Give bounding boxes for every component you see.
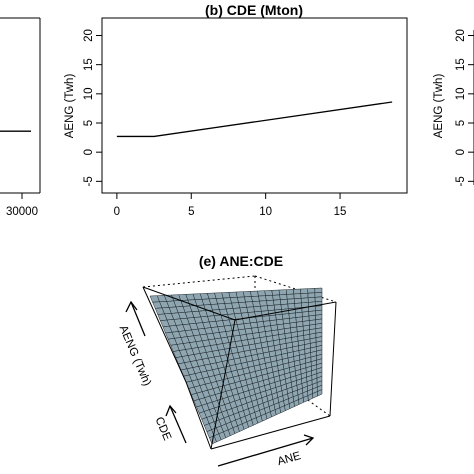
panel-b-y-tick-label: 0	[83, 149, 95, 155]
surface-facet	[293, 288, 302, 295]
right-panel-y-label: AENG (Twh)	[433, 74, 445, 139]
surface-facet	[260, 305, 269, 312]
surface-facet	[249, 290, 259, 297]
cde-axis-arrow	[169, 405, 187, 444]
surface-facet	[257, 290, 266, 297]
surface-facet	[259, 300, 268, 307]
panel-e-ane-label: ANE	[276, 450, 302, 468]
panel-b-frame	[101, 17, 408, 194]
surface-facet	[253, 305, 262, 313]
panel-b-title: (b) CDE (Mton)	[205, 2, 303, 18]
panel-e: (e) ANE:CDE AENG (Tw	[117, 253, 337, 468]
right-panel-y-tick-label: -5	[455, 176, 467, 186]
surface-facet	[258, 295, 267, 302]
surface-facet	[266, 299, 275, 306]
panel-b-y-tick-label: 20	[83, 29, 95, 42]
surface-facet	[280, 298, 289, 305]
z-axis-arrowhead	[125, 300, 138, 313]
surface-facet	[251, 295, 260, 302]
surface-facet	[273, 299, 282, 306]
surface-facet	[278, 289, 287, 296]
surface-facet	[244, 296, 253, 303]
left-panel: 30000	[0, 17, 41, 218]
panel-e-box-edges	[142, 286, 337, 450]
surface-facet	[280, 303, 289, 310]
right-panel-y-tick-label: 15	[455, 58, 467, 71]
panel-b-x-tick-label: 0	[114, 206, 120, 218]
surface-facet	[307, 297, 316, 303]
panel-e-cde-label: CDE	[152, 415, 173, 442]
right-panel: AENG (Twh) -5 0 5 10 15 20	[433, 29, 474, 186]
ane-axis-arrow	[217, 437, 314, 467]
surface-facet	[293, 293, 302, 300]
panel-b-x-tick-label: 15	[334, 206, 347, 218]
right-panel-y-tick-label: 10	[455, 87, 467, 100]
surface-facet	[264, 290, 273, 296]
surface-facet	[307, 288, 316, 294]
surface-facet	[286, 298, 295, 305]
panel-e-axis-arrows	[125, 300, 315, 467]
surface-facet	[293, 298, 302, 304]
surface-facet	[265, 295, 274, 301]
surface-facet	[273, 304, 282, 311]
panel-b-y-label: AENG (Twh)	[64, 74, 76, 139]
left-panel-x-tick: 30000	[6, 206, 38, 218]
panel-b-x-tick-label: 5	[188, 206, 194, 218]
surface-facet	[286, 293, 295, 300]
surface-facet	[285, 289, 295, 295]
surface-facet	[314, 296, 323, 303]
panel-b-y-tick-label: 10	[83, 87, 95, 100]
panel-e-surface	[149, 287, 323, 445]
surface-facet	[287, 303, 296, 310]
panel-b: (b) CDE (Mton) AENG (Twh) -5 0 5 10 15 20 0 5 1…	[64, 2, 408, 218]
ane-axis-arrowhead	[303, 434, 315, 446]
panel-e-title: (e) ANE:CDE	[199, 253, 283, 269]
right-panel-y-tick-label: 5	[455, 120, 467, 126]
right-panel-y-tick-label: 0	[455, 149, 467, 155]
surface-facet	[314, 292, 323, 298]
cde-axis-arrowhead	[165, 404, 177, 417]
surface-facet	[252, 300, 261, 308]
right-panel-y-tick-label: 20	[455, 29, 467, 42]
surface-facet	[300, 297, 309, 304]
panel-b-x-tick-label: 10	[259, 206, 272, 218]
surface-facet	[300, 292, 309, 299]
panel-b-y-tick-label: 5	[83, 120, 95, 126]
z-axis-arrow	[130, 301, 146, 337]
surface-facet	[314, 287, 323, 294]
surface-facet	[246, 306, 255, 313]
surface-facet	[271, 289, 280, 296]
surface-facet	[236, 296, 246, 303]
panel-b-y-tick-label: 15	[83, 58, 95, 71]
surface-facet	[307, 292, 316, 299]
surface-facet	[300, 288, 309, 294]
surface-facet	[245, 301, 254, 308]
panel-b-series-line	[116, 101, 393, 138]
panel-e-z-label: AENG (Twh)	[117, 324, 153, 388]
surface-facet	[272, 294, 281, 301]
surface-facet	[242, 291, 252, 298]
surface-facet	[317, 389, 323, 397]
surface-facet	[279, 294, 288, 300]
surface-facet	[267, 304, 276, 311]
panel-b-y-tick-label: -5	[83, 176, 95, 186]
surface-facet	[262, 315, 271, 322]
